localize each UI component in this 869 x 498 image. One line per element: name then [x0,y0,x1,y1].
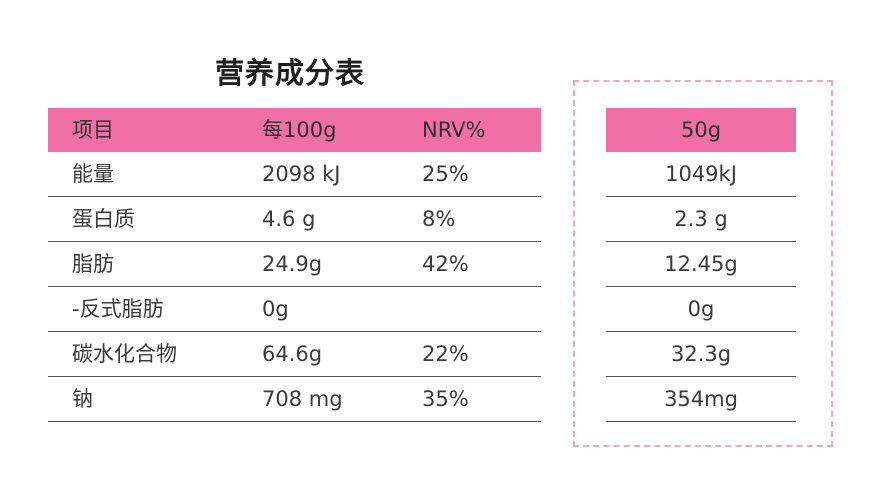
row-item: 蛋白质 [72,207,135,231]
serving-row: 2.3 g [606,197,796,242]
row-per100g: 0g [262,297,289,321]
nutrition-table: 项目 每100g NRV% 能量 2098 kJ 25% 蛋白质 4.6 g 8… [48,108,541,422]
serving-value: 354mg [664,387,738,411]
table-row: 蛋白质 4.6 g 8% [48,197,541,242]
header-item: 项目 [72,118,114,142]
row-item: 钠 [72,387,93,411]
row-per100g: 24.9g [262,252,323,276]
serving-value: 1049kJ [665,162,737,186]
row-nrv: 8% [422,207,456,231]
serving-table: 50g 1049kJ 2.3 g 12.45g 0g 32.3g 354mg [606,108,796,422]
row-per100g: 4.6 g [262,207,316,231]
table-row: -反式脂肪 0g [48,287,541,332]
serving-row: 32.3g [606,332,796,377]
row-per100g: 64.6g [262,342,323,366]
row-nrv: 25% [422,162,469,186]
row-item: 碳水化合物 [72,342,177,366]
serving-value: 12.45g [664,252,738,276]
table-row: 碳水化合物 64.6g 22% [48,332,541,377]
row-nrv: 35% [422,387,469,411]
serving-header-row: 50g [606,108,796,152]
serving-header: 50g [680,118,722,142]
serving-value: 2.3 g [674,207,728,231]
row-nrv: 22% [422,342,469,366]
serving-value: 32.3g [670,342,732,366]
serving-highlight-box [573,80,833,447]
row-per100g: 708 mg [262,387,343,411]
header-nrv: NRV% [422,118,486,142]
table-row: 钠 708 mg 35% [48,377,541,422]
table-header-row: 项目 每100g NRV% [48,108,541,152]
table-title: 营养成分表 [215,56,366,90]
row-item: -反式脂肪 [72,297,164,321]
row-nrv: 42% [422,252,469,276]
serving-row: 12.45g [606,242,796,287]
row-item: 能量 [72,162,114,186]
header-per100g: 每100g [262,118,337,142]
row-item: 脂肪 [72,252,114,276]
serving-value: 0g [687,297,715,321]
serving-row: 0g [606,287,796,332]
table-row: 能量 2098 kJ 25% [48,152,541,197]
row-per100g: 2098 kJ [262,162,341,186]
serving-row: 1049kJ [606,152,796,197]
serving-row: 354mg [606,377,796,422]
table-row: 脂肪 24.9g 42% [48,242,541,287]
